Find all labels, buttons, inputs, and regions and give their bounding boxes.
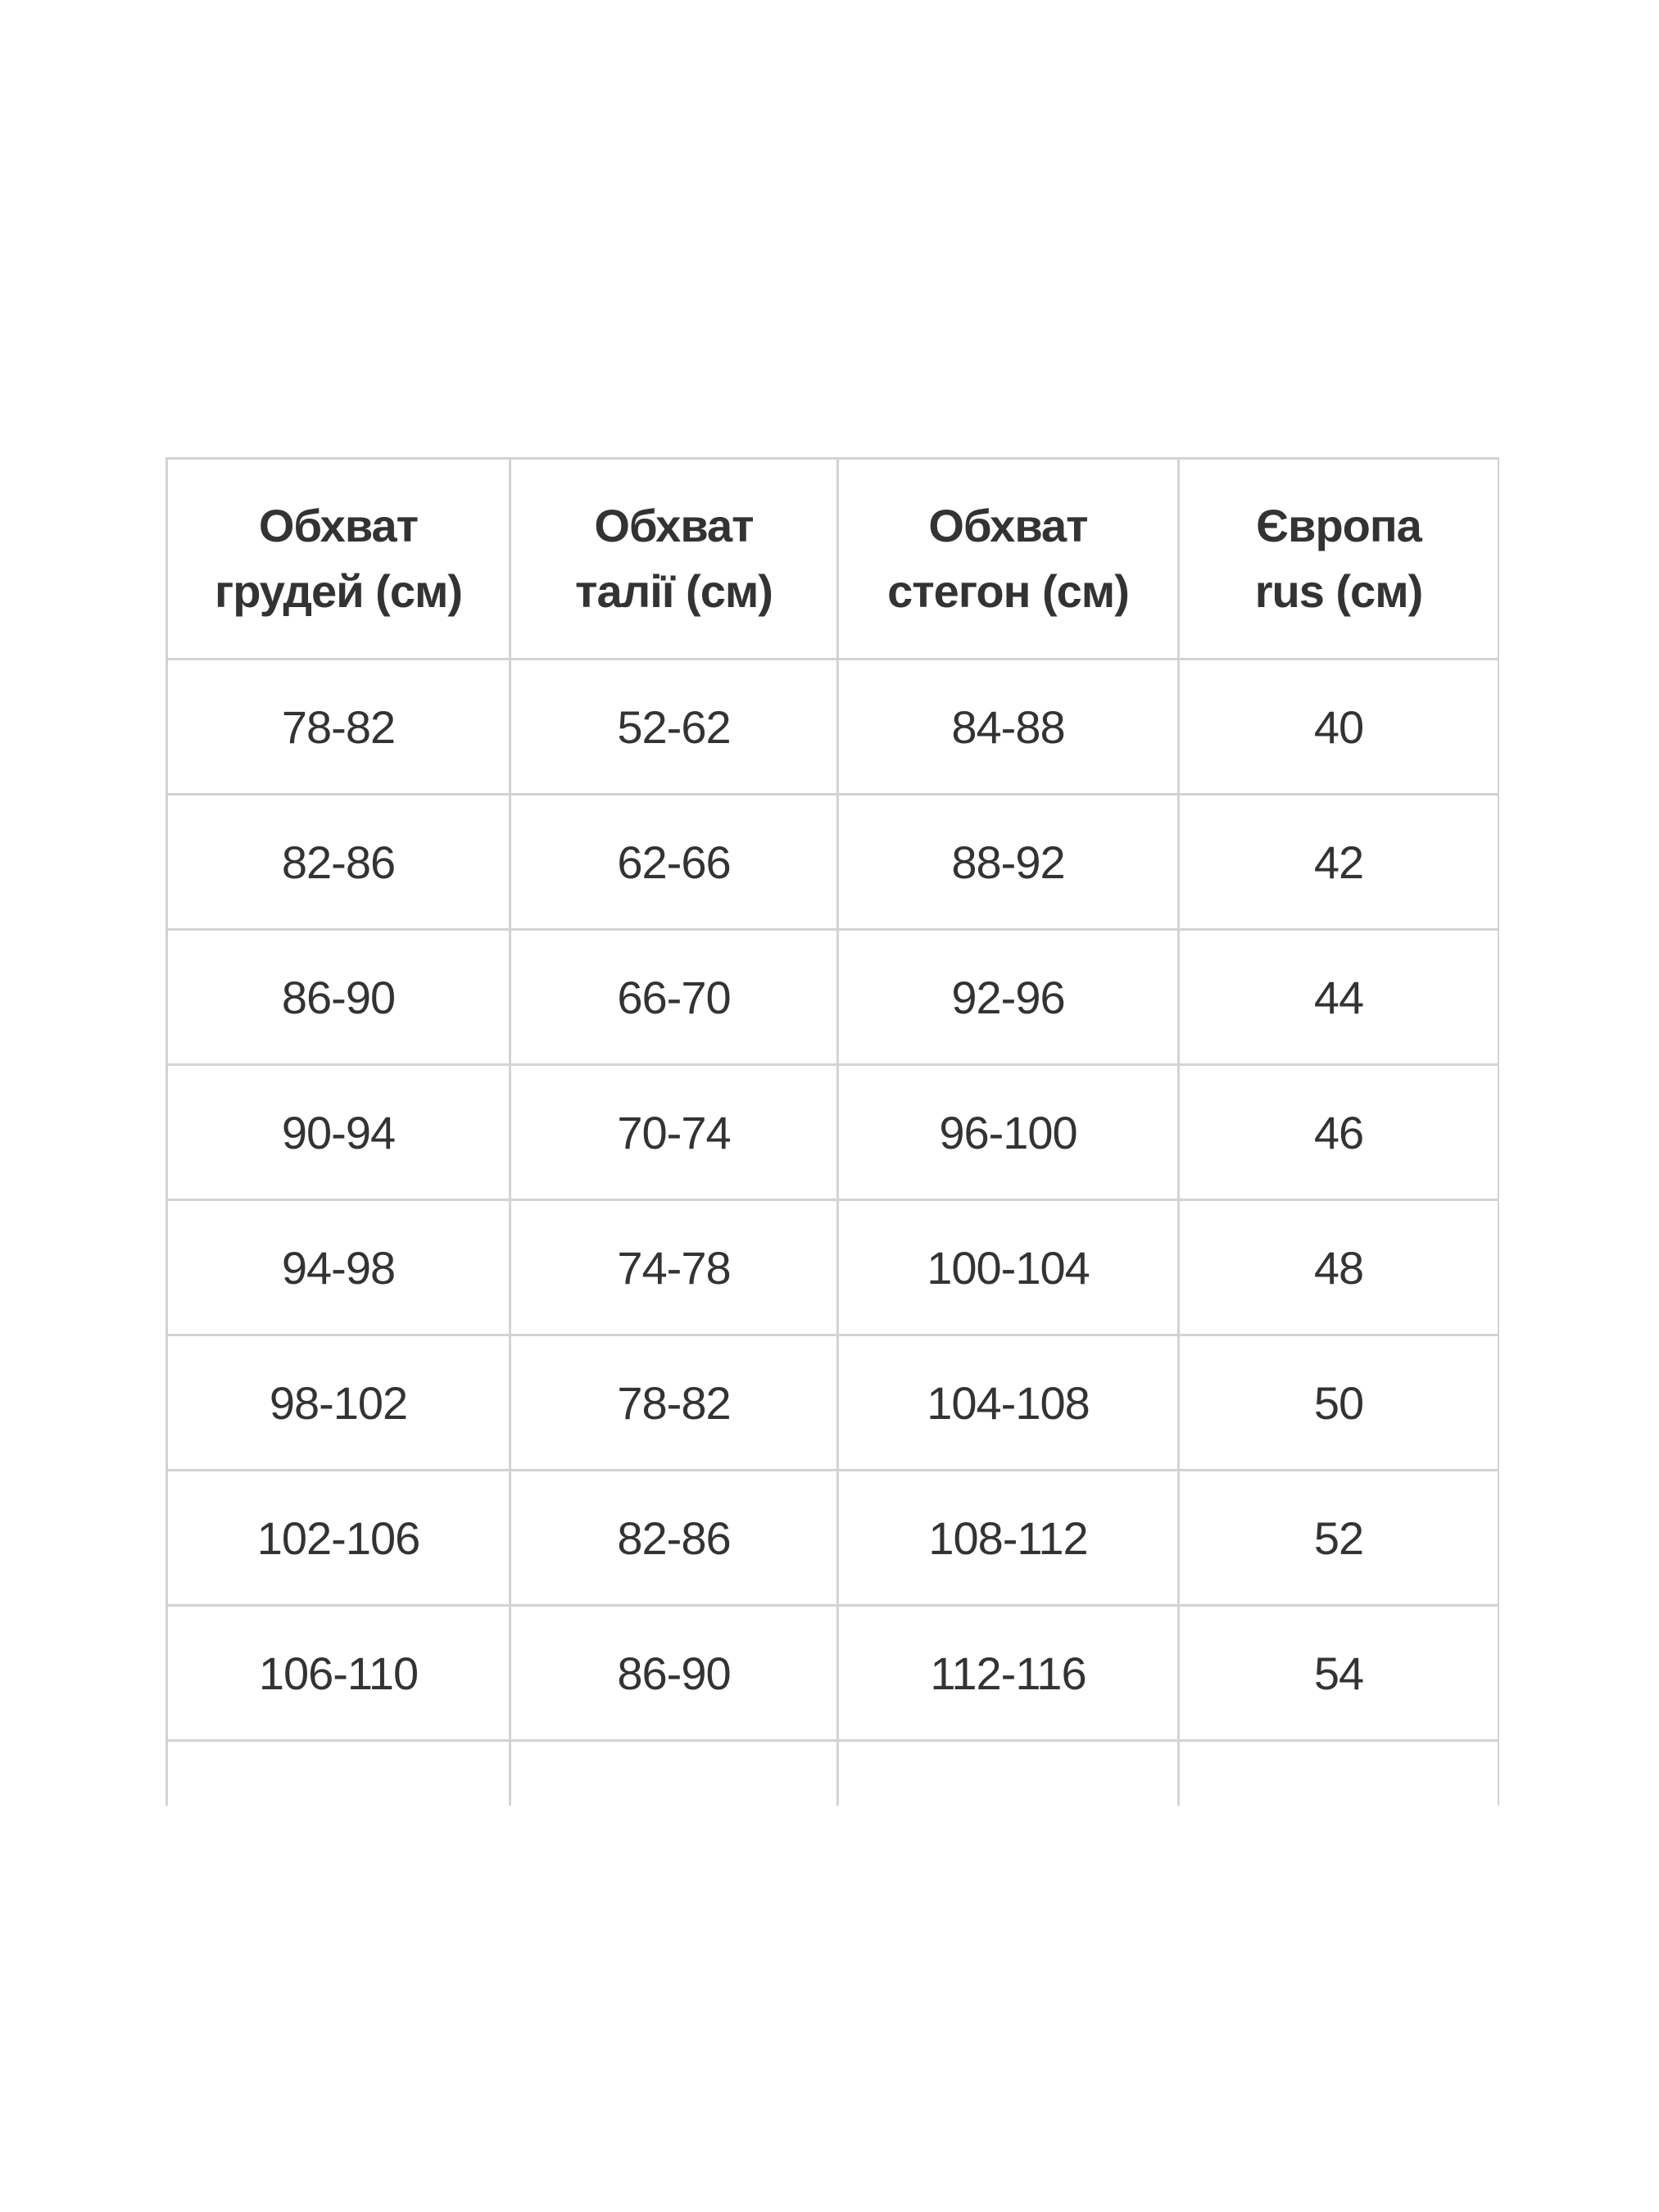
- size-table: Обхват грудей (см) Обхват талії (см) Обхват с…: [165, 457, 1499, 1806]
- column-header-europe-size: Європа rus (см): [1177, 457, 1499, 660]
- cell-hips: 88-92: [836, 793, 1180, 931]
- cell-hips: [836, 1739, 1180, 1806]
- cell-europe-size: 52: [1177, 1469, 1499, 1607]
- cell-chest: 102-106: [165, 1469, 511, 1607]
- header-line: талії (см): [575, 565, 773, 617]
- size-chart: Обхват грудей (см) Обхват талії (см) Обхват с…: [165, 457, 1499, 1806]
- column-header-chest: Обхват грудей (см): [165, 457, 511, 660]
- header-line: rus (см): [1254, 565, 1424, 617]
- cell-chest: 90-94: [165, 1063, 511, 1201]
- cell-waist: 74-78: [509, 1199, 839, 1336]
- cell-hips: 104-108: [836, 1334, 1180, 1471]
- table-row: 90-94 70-74 96-100 46: [165, 1063, 1499, 1201]
- header-line: Європа: [1256, 500, 1422, 551]
- cell-hips: 96-100: [836, 1063, 1180, 1201]
- table-row: 98-102 78-82 104-108 50: [165, 1334, 1499, 1471]
- cell-hips: 108-112: [836, 1469, 1180, 1607]
- cell-europe-size: 44: [1177, 928, 1499, 1066]
- cell-chest: 98-102: [165, 1334, 511, 1471]
- cell-waist: [509, 1739, 839, 1806]
- cell-waist: 78-82: [509, 1334, 839, 1471]
- column-header-waist: Обхват талії (см): [509, 457, 839, 660]
- cell-hips: 92-96: [836, 928, 1180, 1066]
- cell-europe-size: 50: [1177, 1334, 1499, 1471]
- table-row: 102-106 82-86 108-112 52: [165, 1469, 1499, 1607]
- cell-chest: [165, 1739, 511, 1806]
- cell-chest: 78-82: [165, 658, 511, 796]
- cell-europe-size: [1177, 1739, 1499, 1806]
- column-header-hips: Обхват стегон (см): [836, 457, 1180, 660]
- cell-europe-size: 40: [1177, 658, 1499, 796]
- table-row: 82-86 62-66 88-92 42: [165, 793, 1499, 931]
- cell-europe-size: 46: [1177, 1063, 1499, 1201]
- cell-chest: 82-86: [165, 793, 511, 931]
- cell-chest: 86-90: [165, 928, 511, 1066]
- cell-chest: 106-110: [165, 1604, 511, 1742]
- cell-waist: 52-62: [509, 658, 839, 796]
- cell-hips: 100-104: [836, 1199, 1180, 1336]
- cell-waist: 66-70: [509, 928, 839, 1066]
- table-row: 86-90 66-70 92-96 44: [165, 928, 1499, 1066]
- cell-hips: 84-88: [836, 658, 1180, 796]
- header-row: Обхват грудей (см) Обхват талії (см) Обхват с…: [165, 457, 1499, 660]
- header-line: грудей (см): [214, 565, 463, 617]
- table-row: [165, 1739, 1499, 1806]
- table-row: 78-82 52-62 84-88 40: [165, 658, 1499, 796]
- cell-europe-size: 54: [1177, 1604, 1499, 1742]
- cell-waist: 82-86: [509, 1469, 839, 1607]
- cell-hips: 112-116: [836, 1604, 1180, 1742]
- cell-waist: 86-90: [509, 1604, 839, 1742]
- cell-waist: 70-74: [509, 1063, 839, 1201]
- header-line: стегон (см): [887, 565, 1130, 617]
- cell-waist: 62-66: [509, 793, 839, 931]
- table-row: 94-98 74-78 100-104 48: [165, 1199, 1499, 1336]
- header-line: Обхват: [258, 500, 419, 551]
- cell-europe-size: 48: [1177, 1199, 1499, 1336]
- header-line: Обхват: [594, 500, 754, 551]
- table-row: 106-110 86-90 112-116 54: [165, 1604, 1499, 1742]
- cell-europe-size: 42: [1177, 793, 1499, 931]
- cell-chest: 94-98: [165, 1199, 511, 1336]
- header-line: Обхват: [928, 500, 1088, 551]
